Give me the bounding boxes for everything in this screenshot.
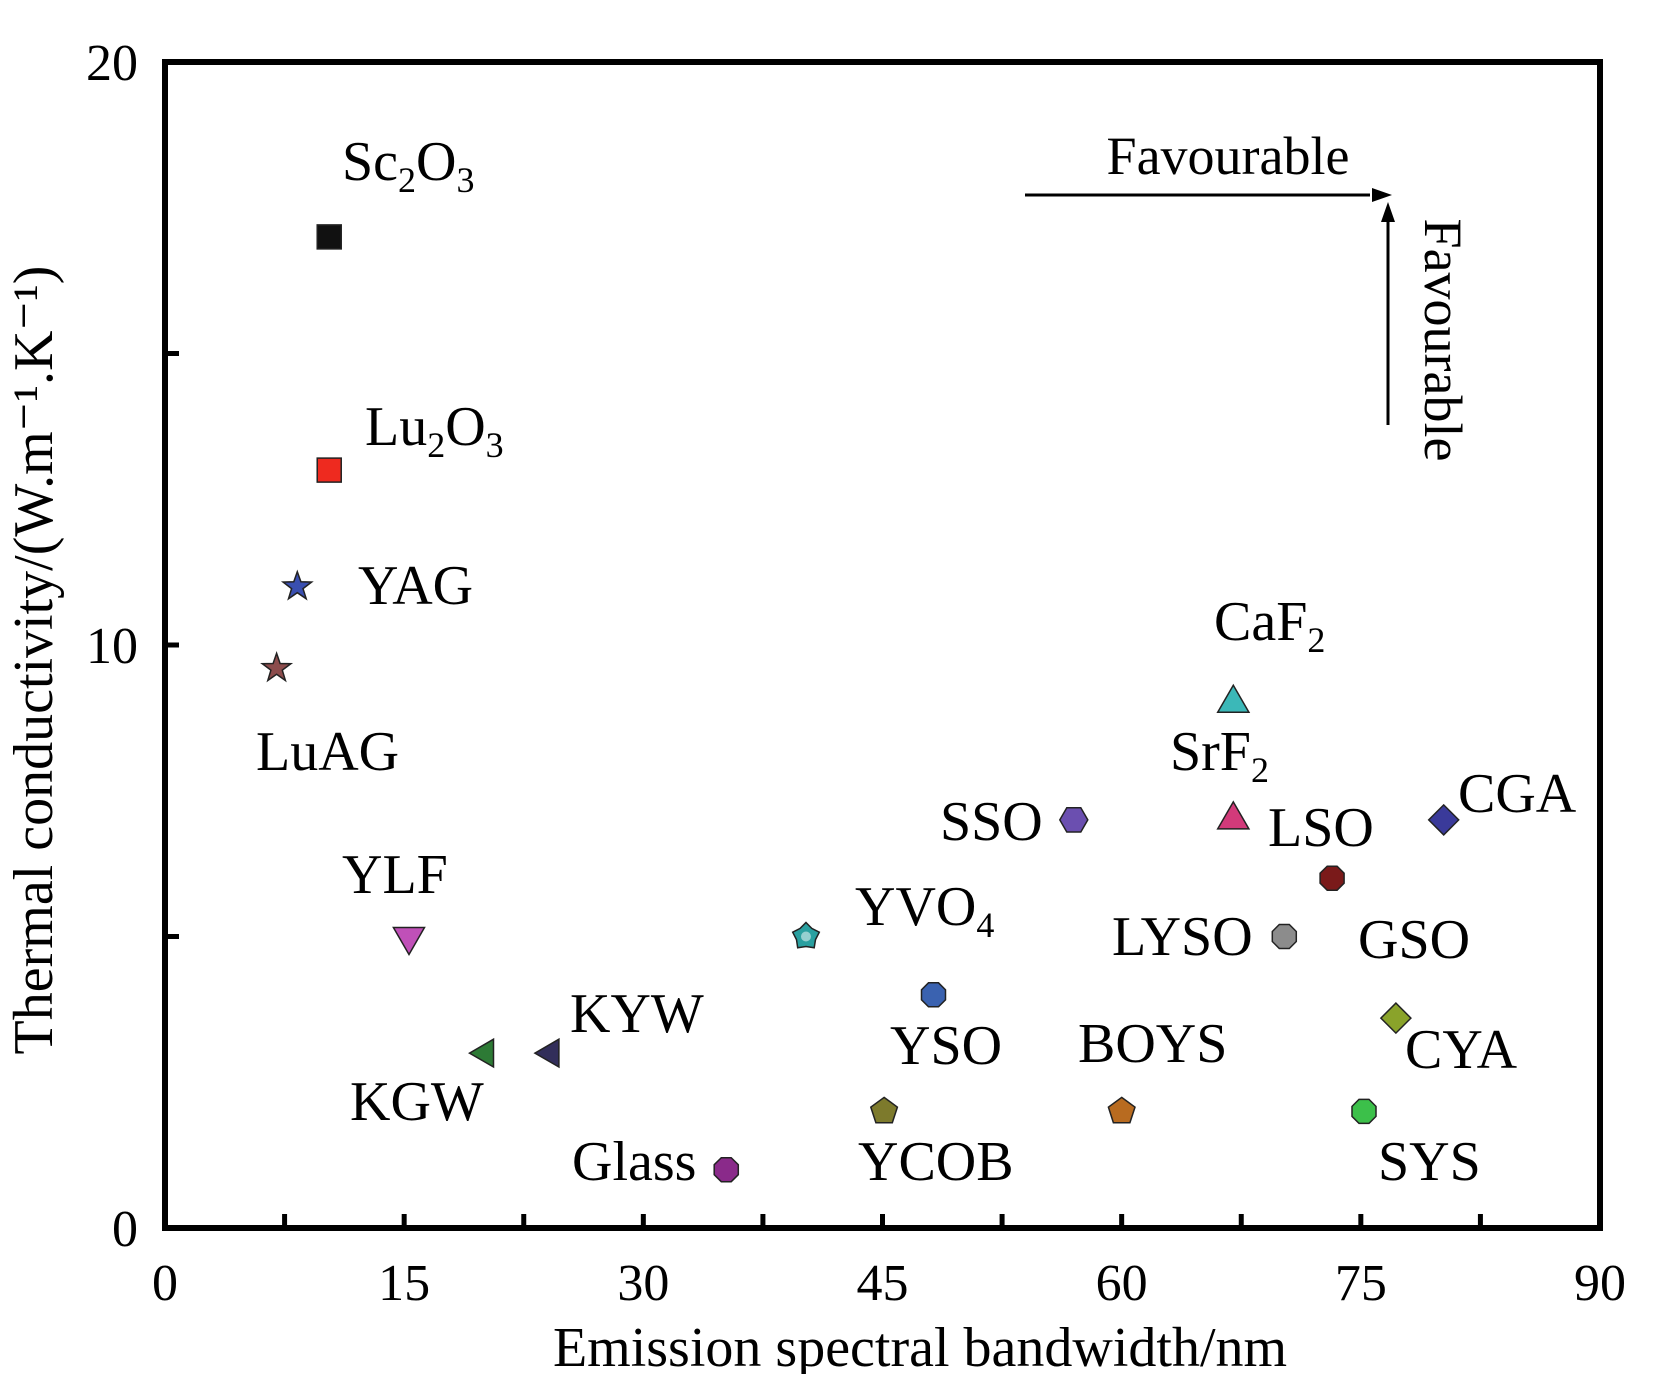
marker-lso: [1319, 865, 1345, 891]
marker-sys: [1351, 1098, 1377, 1125]
label-sso: SSO: [940, 791, 1043, 853]
label-glass: Glass: [572, 1131, 696, 1193]
favourable-right-label: Favourable: [1107, 126, 1350, 186]
label-yvo4: YVO4: [855, 876, 994, 945]
label-boys: BOYS: [1078, 1013, 1227, 1075]
label-ycob: YCOB: [858, 1131, 1014, 1193]
marker-lyso: [1271, 923, 1298, 950]
y-tick-label: 0: [112, 1201, 138, 1258]
tick-labels: 0 15 30 45 60 75 90 0 10 20: [86, 35, 1626, 1312]
marker-caf: [1216, 683, 1251, 714]
label-cga: CGA: [1458, 763, 1577, 825]
label-lso: LSO: [1268, 797, 1374, 859]
plot-frame: [162, 59, 1603, 1231]
x-tick-label: 15: [378, 1255, 430, 1312]
label-caf2: CaF2: [1214, 591, 1325, 660]
marker-srf: [1216, 800, 1251, 830]
y-axis-title-group: Thermal conductivity/(W.m⁻¹.K⁻¹): [3, 266, 65, 1055]
label-kyw: KYW: [570, 983, 704, 1045]
x-tick-label: 45: [857, 1255, 909, 1312]
marker-luo: [316, 457, 342, 483]
marker-ycob: [869, 1096, 899, 1124]
marker-ylf: [392, 926, 426, 957]
x-tick-label: 30: [617, 1255, 669, 1312]
marker-cya: [1379, 1002, 1412, 1035]
favourable-up-label: Favourable: [1413, 219, 1473, 462]
x-tick-label: 60: [1096, 1255, 1148, 1312]
data-points: [260, 224, 1460, 1183]
axis-ticks: [165, 351, 1483, 1228]
x-tick-label: 0: [152, 1255, 178, 1312]
marker-kyw: [533, 1037, 560, 1069]
label-kgw: KGW: [350, 1071, 484, 1133]
marker-luag: [260, 650, 294, 683]
marker-cga: [1427, 803, 1460, 836]
marker-sso: [1058, 807, 1089, 833]
label-lyso: LYSO: [1112, 906, 1253, 968]
x-axis-title: Emission spectral bandwidth/nm: [553, 1317, 1287, 1374]
label-yag: YAG: [358, 555, 473, 617]
label-sc2o3: Sc2O3: [342, 131, 474, 200]
label-yso: YSO: [890, 1015, 1002, 1077]
marker-sco: [316, 224, 342, 250]
marker-yvo-center: [800, 931, 811, 942]
marker-kgw: [468, 1037, 495, 1069]
label-srf2: SrF2: [1170, 721, 1269, 790]
label-luag: LuAG: [256, 721, 399, 783]
favourable-right-arrowhead: [1372, 188, 1392, 202]
y-tick-label: 20: [86, 35, 138, 92]
y-axis-title: Thermal conductivity/(W.m⁻¹.K⁻¹): [3, 266, 65, 1055]
x-tick-label: 90: [1574, 1255, 1626, 1312]
favourable-up-arrowhead: [1381, 202, 1395, 222]
label-gso: GSO: [1358, 909, 1470, 971]
y-tick-label: 10: [86, 618, 138, 675]
point-labels: Sc2O3 Lu2O3 YAG LuAG YLF KGW KYW Glass Y…: [256, 131, 1577, 1193]
marker-yag: [280, 569, 314, 601]
x-tick-label: 75: [1335, 1255, 1387, 1312]
plot-border: [162, 59, 1603, 1231]
label-lu2o3: Lu2O3: [365, 396, 504, 465]
label-ylf: YLF: [342, 844, 448, 906]
favourable-annotations: Favourable Favourable: [1025, 126, 1473, 461]
label-cya: CYA: [1405, 1019, 1518, 1081]
marker-glass: [713, 1156, 740, 1183]
label-sys: SYS: [1378, 1131, 1481, 1193]
marker-boys: [1107, 1096, 1136, 1124]
marker-yso: [920, 982, 947, 1008]
